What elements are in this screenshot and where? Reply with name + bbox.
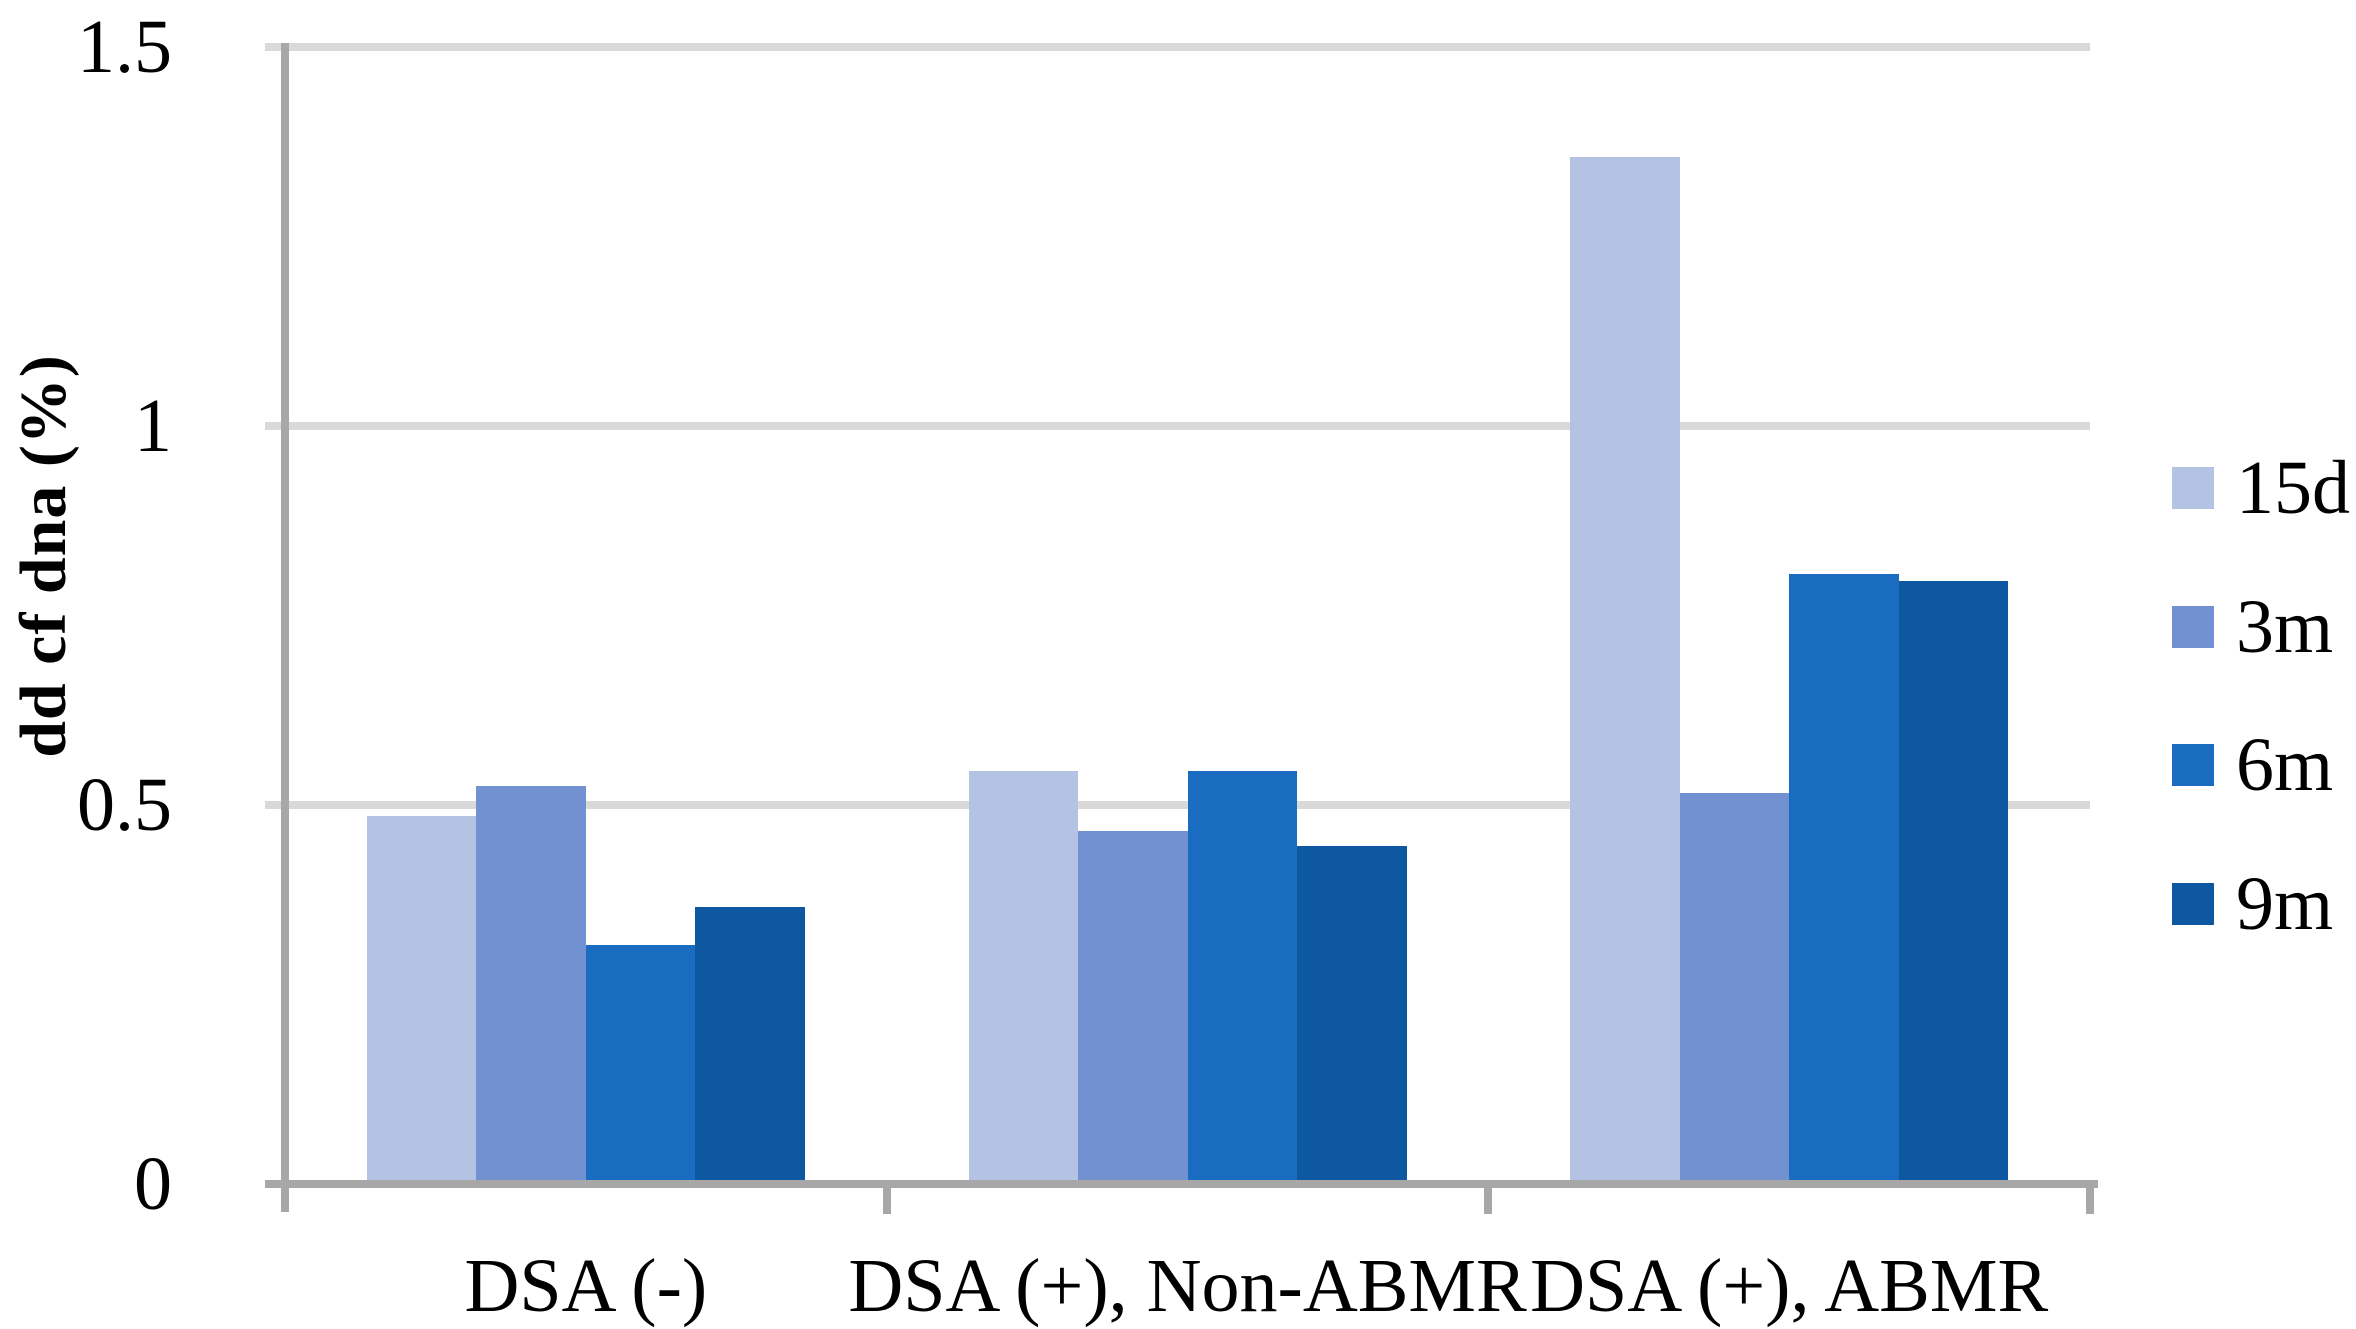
bar-3m-1 bbox=[476, 785, 586, 1180]
legend-swatch-6m bbox=[2172, 744, 2214, 787]
legend-label: 3m bbox=[2236, 584, 2334, 669]
y-axis-tick-label: 1.5 bbox=[77, 5, 172, 89]
legend-item-3m: 3m bbox=[2172, 589, 2333, 665]
bar-15d-3 bbox=[1570, 156, 1680, 1180]
gridline bbox=[265, 43, 2090, 51]
y-axis-tick-label: 0 bbox=[134, 1142, 172, 1226]
gridline bbox=[265, 422, 2090, 430]
x-axis-tick bbox=[2086, 1188, 2094, 1214]
x-axis-label: DSA (-) bbox=[464, 1244, 708, 1328]
x-axis-label: DSA (+), Non-ABMR bbox=[848, 1244, 1527, 1328]
legend-label: 15d bbox=[2236, 446, 2350, 530]
bar-6m-3 bbox=[1789, 573, 1899, 1180]
bar-3m-2 bbox=[1078, 831, 1188, 1180]
legend-label: 6m bbox=[2236, 723, 2334, 808]
legend-swatch-3m bbox=[2172, 605, 2214, 648]
y-axis-tick-label: 1 bbox=[134, 384, 172, 468]
bar-6m-1 bbox=[585, 945, 696, 1180]
bar-9m-2 bbox=[1297, 846, 1407, 1180]
legend-item-6m: 6m bbox=[2172, 727, 2333, 803]
bar-6m-2 bbox=[1187, 770, 1297, 1180]
bar-15d-1 bbox=[366, 816, 477, 1180]
gridline bbox=[265, 801, 2090, 809]
y-axis-line bbox=[281, 43, 289, 1212]
bar-15d-2 bbox=[968, 770, 1078, 1180]
bar-3m-3 bbox=[1679, 793, 1790, 1180]
x-axis-tick bbox=[1484, 1188, 1493, 1214]
x-axis-tick bbox=[882, 1188, 891, 1214]
legend-swatch-15d bbox=[2172, 467, 2214, 509]
bar-9m-1 bbox=[695, 907, 805, 1180]
legend-item-15d: 15d bbox=[2172, 450, 2350, 526]
x-axis-line bbox=[265, 1180, 2098, 1188]
bar-9m-3 bbox=[1898, 581, 2009, 1180]
x-axis-label: DSA (+), ABMR bbox=[1530, 1244, 2049, 1328]
legend-item-9m: 9m bbox=[2172, 866, 2333, 942]
legend-swatch-9m bbox=[2172, 883, 2214, 926]
y-axis-tick-label: 0.5 bbox=[77, 763, 172, 847]
legend-label: 9m bbox=[2236, 862, 2334, 947]
